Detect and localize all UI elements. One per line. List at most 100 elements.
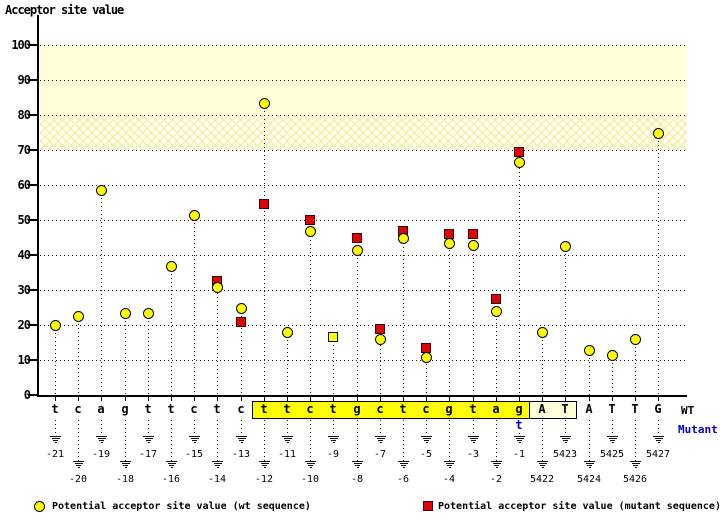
leader--11 — [287, 420, 288, 436]
stem--2 — [496, 299, 497, 394]
ground-line — [143, 436, 154, 437]
base--20: c — [74, 402, 82, 416]
leader--17 — [148, 420, 149, 436]
wt-point--11 — [282, 327, 293, 338]
ground-line — [213, 463, 222, 464]
stem-5422 — [542, 332, 543, 394]
gridline-40 — [40, 255, 687, 256]
x-tick--1 — [519, 397, 520, 401]
ground-line — [332, 442, 335, 443]
wt-point--10 — [305, 226, 316, 237]
base--17: t — [144, 402, 152, 416]
ground-line — [147, 442, 150, 443]
base--13: c — [237, 402, 245, 416]
ground-line — [263, 467, 266, 468]
ground-line — [167, 463, 176, 464]
wt-point-5424 — [584, 345, 595, 356]
position-label--1: -1 — [512, 449, 526, 460]
position-label--8: -8 — [350, 474, 364, 485]
base-5422: A — [538, 402, 546, 416]
leader--19 — [101, 420, 102, 436]
x-tick-5425 — [612, 397, 613, 401]
stem--18 — [125, 313, 126, 394]
base-5423: T — [561, 402, 569, 416]
ground-line — [560, 436, 571, 437]
y-label-90: 90 — [17, 73, 31, 87]
ground-line — [608, 438, 617, 439]
ground-line — [328, 436, 339, 437]
ground-line — [492, 463, 501, 464]
ground-icon--11 — [282, 436, 293, 444]
y-tick-50 — [28, 219, 37, 221]
stem--3 — [473, 234, 474, 394]
ground-line — [77, 467, 80, 468]
wt-point--7 — [375, 334, 386, 345]
stem--5 — [426, 348, 427, 394]
position-label--5: -5 — [419, 449, 433, 460]
ground-line — [375, 436, 386, 437]
ground-icon--17 — [143, 436, 154, 444]
ground-line — [495, 467, 498, 468]
ground-line — [610, 440, 615, 441]
x-tick-5427 — [658, 397, 659, 401]
wt-point-5427 — [653, 128, 664, 139]
stem--13 — [241, 308, 242, 395]
y-axis-line — [37, 15, 39, 396]
ground-line — [51, 438, 60, 439]
leader--13 — [241, 420, 242, 436]
base--4: g — [445, 402, 453, 416]
base--14: t — [213, 402, 221, 416]
y-label-0: 0 — [23, 388, 31, 402]
y-tick-10 — [28, 359, 37, 361]
gridline-60 — [40, 185, 687, 186]
ground-line — [447, 465, 452, 466]
gridline-80 — [40, 115, 687, 116]
position-label--12: -12 — [254, 474, 274, 485]
gridline-50 — [40, 220, 687, 221]
x-tick--16 — [171, 397, 172, 401]
ground-line — [445, 463, 454, 464]
ground-line — [518, 442, 521, 443]
position-label--15: -15 — [184, 449, 204, 460]
ground-line — [121, 463, 130, 464]
legend-mutant-label: Potential acceptor site value (mutant se… — [438, 501, 720, 512]
ground-line — [468, 436, 479, 437]
leader--16 — [171, 420, 172, 461]
x-tick--8 — [357, 397, 358, 401]
position-label-5423: 5423 — [552, 449, 578, 460]
y-tick-20 — [28, 324, 37, 326]
x-tick--11 — [287, 397, 288, 401]
ground-icon--10 — [305, 461, 316, 469]
ground-icon--13 — [236, 436, 247, 444]
x-tick--13 — [241, 397, 242, 401]
mutant-point--12 — [259, 199, 269, 209]
ground-icon--4 — [444, 461, 455, 469]
ground-line — [170, 467, 173, 468]
leader-5424 — [589, 420, 590, 461]
ground-icon-5427 — [653, 436, 664, 444]
base-5427: G — [654, 402, 662, 416]
base-5424: A — [585, 402, 593, 416]
ground-line — [421, 436, 432, 437]
stem-5425 — [612, 355, 613, 394]
leader--14 — [217, 420, 218, 461]
y-tick-90 — [28, 79, 37, 81]
leader--15 — [194, 420, 195, 436]
leader--4 — [449, 420, 450, 461]
ground-icon-5426 — [630, 461, 641, 469]
x-tick--3 — [473, 397, 474, 401]
x-tick--14 — [217, 397, 218, 401]
ground-line — [309, 467, 312, 468]
ground-line — [189, 436, 200, 437]
ground-line — [212, 461, 223, 462]
ground-line — [398, 461, 409, 462]
leader-5427 — [658, 420, 659, 436]
ground-line — [259, 461, 270, 462]
ground-line — [144, 438, 153, 439]
position-label--16: -16 — [161, 474, 181, 485]
y-label-80: 80 — [17, 108, 31, 122]
mutant-point--2 — [491, 294, 501, 304]
leader-5425 — [612, 420, 613, 436]
ground-line — [215, 465, 220, 466]
ground-line — [399, 463, 408, 464]
